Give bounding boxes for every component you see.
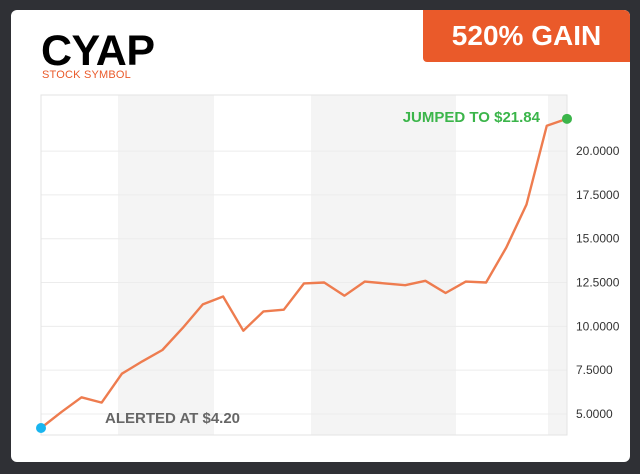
price-chart: 5.0000 7.5000 10.0000 12.5000 15.0000 17.5000…: [36, 94, 620, 436]
end-annotation: JUMPED TO $21.84: [403, 109, 541, 126]
price-line: [39, 117, 569, 430]
y-tick-label: 20.0000: [576, 144, 620, 158]
start-annotation: ALERTED AT $4.20: [105, 410, 240, 427]
stock-symbol-caption: STOCK SYMBOL: [42, 69, 131, 81]
gain-badge: 520% GAIN: [423, 10, 630, 62]
y-tick-label: 5.0000: [576, 407, 613, 421]
y-tick-label: 10.0000: [576, 319, 620, 333]
y-axis: 5.0000 7.5000 10.0000 12.5000 15.0000 17.5000…: [576, 144, 620, 421]
chart-card: 5.0000 7.5000 10.0000 12.5000 15.0000 17.5000…: [11, 10, 630, 462]
background-band: [118, 95, 214, 435]
end-point-marker: [562, 113, 572, 124]
background-band: [311, 95, 456, 435]
y-tick-label: 17.5000: [576, 188, 620, 202]
start-point-marker: [36, 422, 46, 433]
chart-background-bands: [118, 95, 567, 435]
y-tick-label: 15.0000: [576, 232, 620, 246]
plot-frame: [40, 94, 568, 436]
y-tick-label: 12.5000: [576, 276, 620, 290]
stock-symbol: CYAP: [41, 27, 155, 75]
y-tick-label: 7.5000: [576, 363, 613, 377]
background-band: [548, 95, 567, 435]
